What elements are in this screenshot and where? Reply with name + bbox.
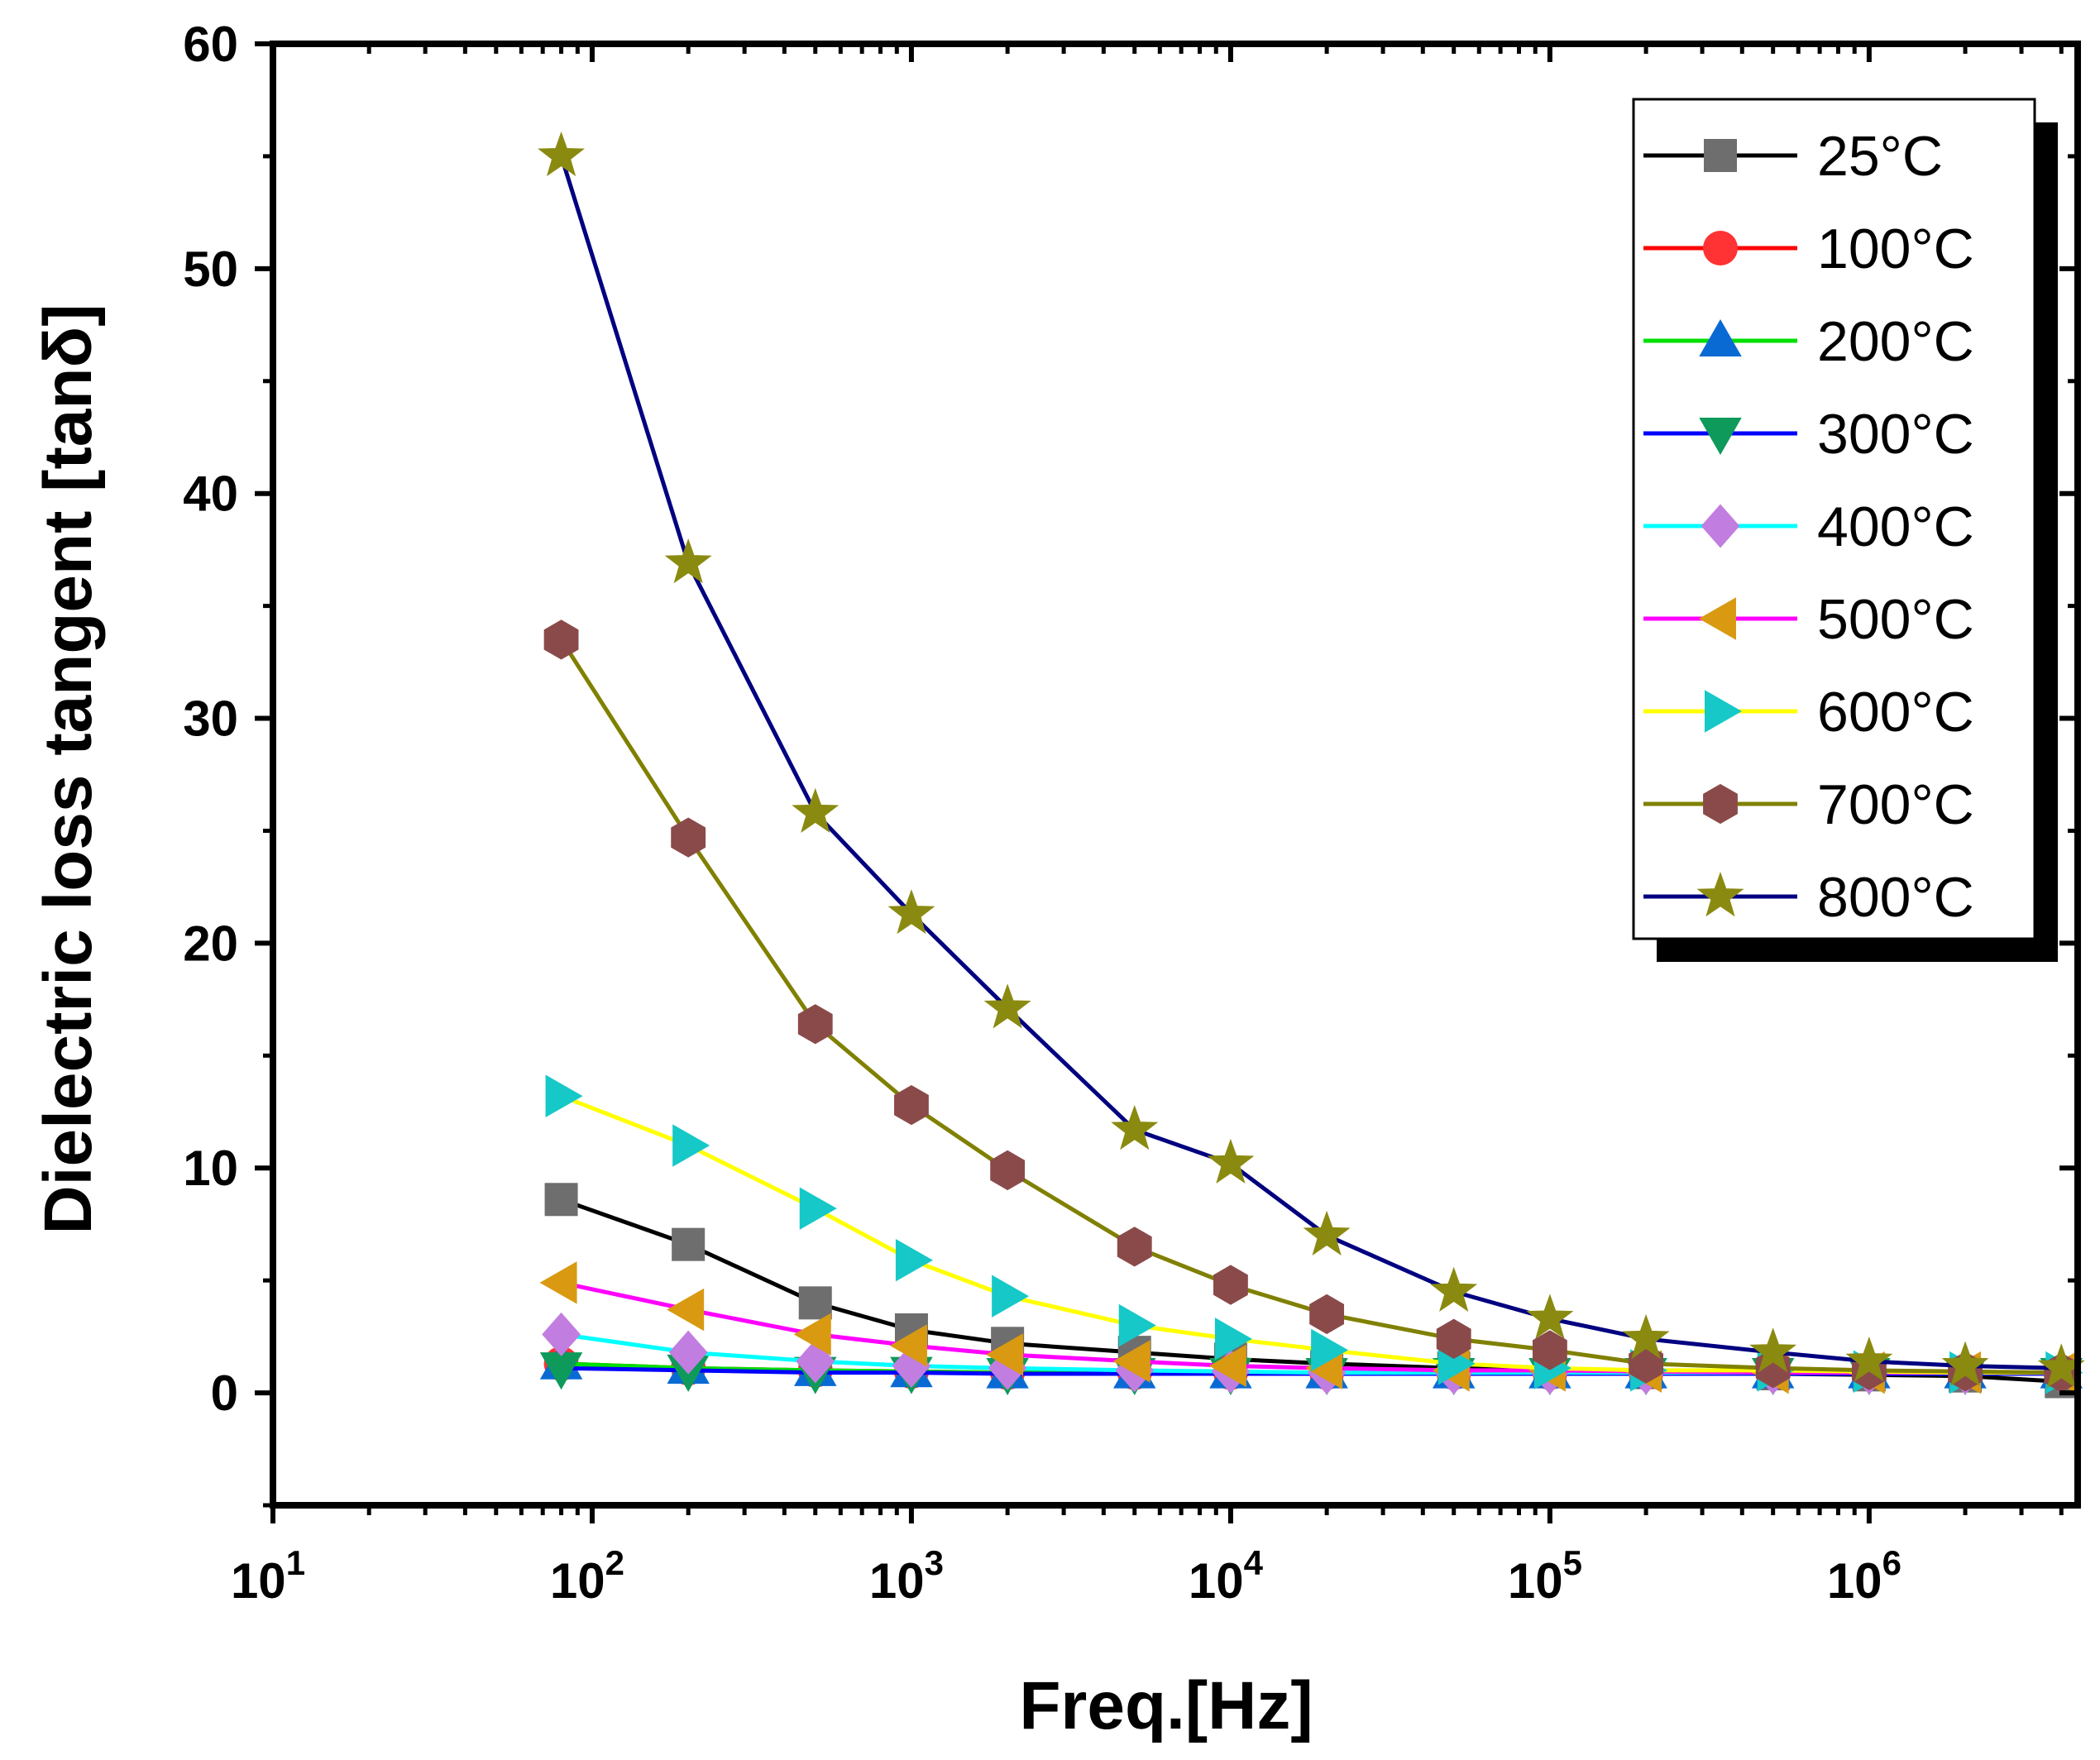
data-point — [668, 1330, 708, 1375]
legend-label: 400°C — [1817, 495, 1974, 558]
series-800C — [538, 131, 2085, 1389]
plot-area — [538, 131, 2085, 1399]
legend-marker — [1698, 597, 1736, 640]
data-point — [798, 1286, 832, 1320]
y-tick-label: 30 — [183, 691, 238, 747]
data-point — [1526, 1294, 1574, 1339]
data-point — [672, 1124, 710, 1167]
legend-marker — [1703, 783, 1738, 825]
data-point — [887, 889, 935, 935]
legend-box — [1632, 98, 2036, 940]
data-point — [797, 1004, 833, 1045]
data-point — [986, 1333, 1024, 1376]
data-point — [542, 1312, 581, 1356]
data-point — [1311, 1328, 1349, 1372]
data-point — [1303, 1210, 1351, 1256]
legend-label: 25°C — [1817, 125, 1943, 188]
legend-label: 300°C — [1817, 403, 1974, 466]
data-point — [1213, 1265, 1248, 1305]
legend-marker — [1699, 418, 1742, 456]
data-point — [799, 1187, 837, 1230]
data-point — [1622, 1313, 1670, 1360]
data-point — [983, 983, 1031, 1029]
data-point — [545, 1074, 583, 1117]
legend-marker — [1696, 872, 1744, 917]
legend-label: 500°C — [1817, 588, 1974, 651]
data-point — [1117, 1227, 1152, 1267]
data-point — [889, 1324, 927, 1367]
x-tick-label: 105 — [1508, 1543, 1582, 1609]
data-point — [1941, 1341, 1989, 1386]
data-point — [672, 1227, 706, 1261]
data-point — [1309, 1294, 1345, 1335]
data-point — [895, 1238, 933, 1282]
legend-marker — [1705, 690, 1743, 733]
data-point — [671, 817, 706, 858]
data-point — [1111, 1105, 1159, 1150]
data-point — [1845, 1337, 1893, 1382]
data-point — [992, 1275, 1030, 1318]
axes: 0 10 20 30 40 50 60 101 102 103 104 105 106 — [183, 17, 2081, 1609]
data-point — [1749, 1327, 1797, 1373]
data-point — [793, 1313, 831, 1356]
data-point — [667, 1288, 705, 1332]
x-tick-label: 101 — [231, 1543, 305, 1609]
legend-marker — [1699, 318, 1742, 356]
legend-label: 600°C — [1817, 681, 1974, 744]
data-point — [894, 1084, 929, 1126]
data-point — [1118, 1303, 1156, 1347]
y-axis-title: Dielectric loss tangent [tanδ] — [31, 304, 106, 1234]
legend-marker — [1703, 231, 1738, 265]
legend-label: 100°C — [1817, 218, 1974, 280]
y-tick-label: 50 — [183, 242, 238, 297]
y-tick-label: 40 — [183, 466, 238, 522]
legend-label: 200°C — [1817, 310, 1974, 373]
data-point — [1214, 1318, 1252, 1361]
data-point — [1207, 1138, 1255, 1184]
data-point — [990, 1150, 1026, 1191]
data-point — [1436, 1318, 1471, 1359]
data-point — [792, 787, 840, 833]
x-tick-label: 103 — [869, 1543, 944, 1609]
plot-frame — [270, 41, 2081, 1509]
data-point — [539, 1261, 577, 1304]
legend-marker — [1704, 139, 1737, 172]
legend: 25°C 100°C 200°C 300°C 400°C 500°C 600°C 700°C 8… — [1632, 98, 2058, 962]
x-tick-label: 102 — [550, 1543, 624, 1609]
legend-label: 800°C — [1817, 866, 1974, 929]
data-point — [1430, 1266, 1478, 1312]
legend-label: 700°C — [1817, 773, 1974, 836]
data-point — [664, 538, 712, 584]
legend-marker — [1701, 504, 1740, 548]
data-point — [543, 619, 579, 660]
y-tick-label: 0 — [211, 1365, 238, 1421]
y-tick-label: 20 — [183, 916, 238, 971]
data-point — [1112, 1340, 1150, 1383]
y-tick-label: 60 — [183, 17, 238, 72]
data-point — [1532, 1330, 1567, 1370]
x-tick-label: 104 — [1189, 1543, 1264, 1609]
data-point — [538, 131, 586, 177]
x-axis-title: Freq.[Hz] — [1019, 1668, 1313, 1743]
data-point — [1208, 1344, 1246, 1388]
x-tick-label: 106 — [1827, 1543, 1901, 1609]
data-point — [544, 1183, 578, 1217]
y-tick-label: 10 — [183, 1141, 238, 1196]
